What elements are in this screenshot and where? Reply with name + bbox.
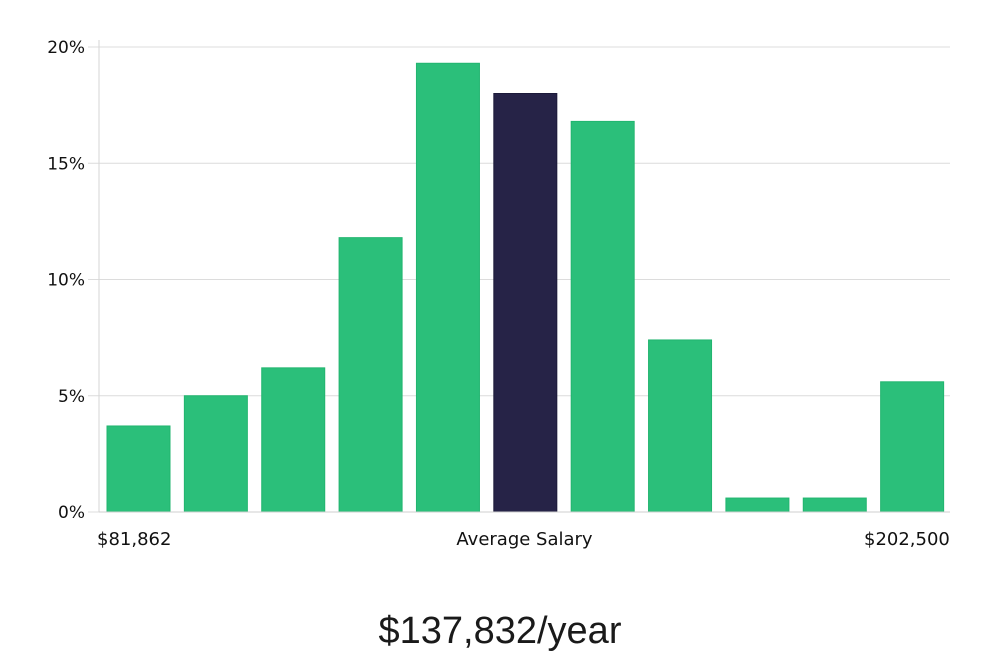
x-max-label: $202,500: [864, 529, 950, 550]
y-tick-label: 20%: [47, 38, 85, 58]
y-tick-label: 10%: [47, 271, 85, 291]
bar: [880, 381, 945, 513]
bar: [106, 425, 171, 513]
bar: [648, 339, 713, 513]
y-tick-label: 0%: [58, 503, 85, 523]
salary-histogram: 0% 5% 10% 15% 20%: [47, 38, 950, 523]
y-tick-label: 5%: [58, 387, 85, 407]
y-tick-label: 15%: [47, 154, 85, 174]
bar: [415, 62, 480, 513]
bar: [802, 497, 867, 513]
bars: [106, 62, 945, 513]
bar: [725, 497, 790, 513]
y-axis-ticks: 0% 5% 10% 15% 20%: [47, 38, 85, 523]
x-min-label: $81,862: [97, 529, 172, 550]
bar: [183, 395, 248, 513]
average-salary-headline: $137,832/year: [378, 610, 622, 652]
bar: [261, 367, 326, 513]
x-axis-title: Average Salary: [456, 529, 593, 550]
bar: [570, 120, 635, 513]
bar-average-bin: [493, 93, 558, 513]
bar: [338, 237, 403, 513]
